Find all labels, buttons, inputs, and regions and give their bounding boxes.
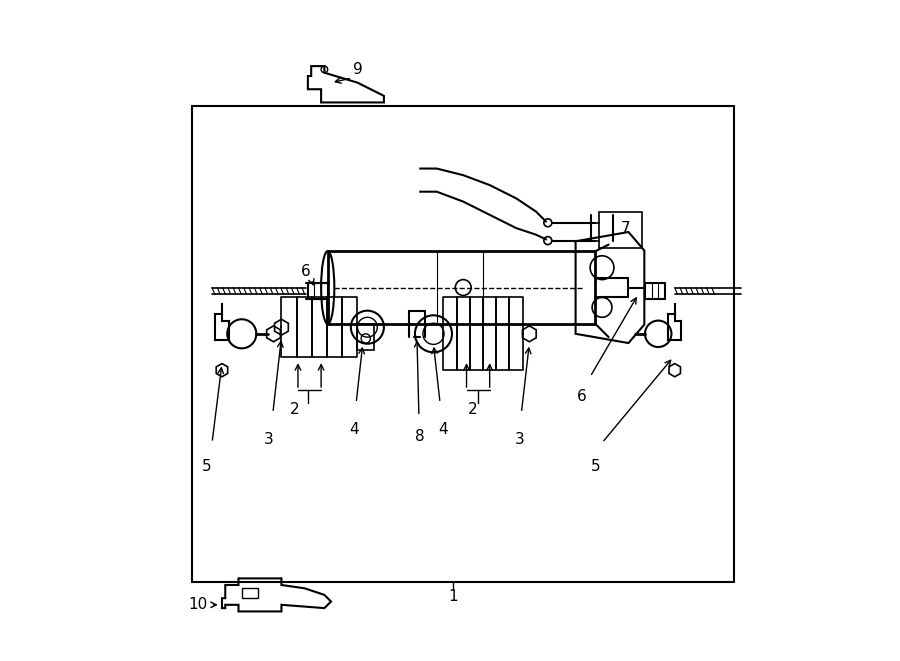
Text: 5: 5 — [202, 459, 211, 473]
Text: 1: 1 — [448, 590, 458, 604]
Bar — [357, 324, 374, 350]
Text: 4: 4 — [438, 422, 448, 437]
Text: 6: 6 — [301, 264, 310, 278]
Bar — [193, 106, 734, 582]
Text: 6: 6 — [577, 389, 587, 404]
Text: 10: 10 — [188, 598, 207, 612]
Text: 2: 2 — [290, 403, 300, 417]
Text: 4: 4 — [349, 422, 359, 437]
Text: 3: 3 — [264, 432, 273, 447]
Text: 8: 8 — [416, 429, 425, 444]
Text: 7: 7 — [620, 221, 630, 235]
Text: 9: 9 — [353, 62, 363, 77]
Bar — [598, 212, 642, 248]
Bar — [328, 251, 596, 324]
Text: 5: 5 — [590, 459, 600, 473]
Text: 3: 3 — [515, 432, 525, 447]
Text: 2: 2 — [468, 403, 478, 417]
